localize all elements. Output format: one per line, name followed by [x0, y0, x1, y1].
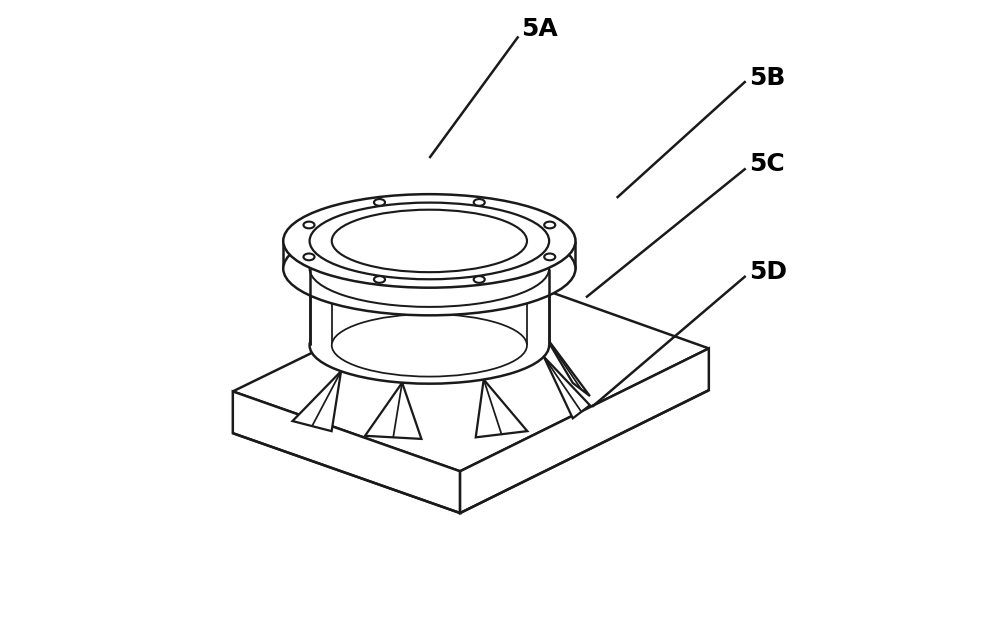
Polygon shape: [283, 241, 575, 268]
Ellipse shape: [310, 230, 549, 307]
Text: 5B: 5B: [749, 66, 785, 90]
Ellipse shape: [310, 202, 549, 280]
Polygon shape: [544, 334, 590, 396]
Polygon shape: [460, 349, 709, 513]
Ellipse shape: [303, 222, 315, 228]
Ellipse shape: [310, 230, 549, 307]
Text: 5D: 5D: [749, 260, 787, 284]
Ellipse shape: [489, 290, 499, 296]
Polygon shape: [293, 371, 341, 431]
Ellipse shape: [335, 288, 345, 294]
Polygon shape: [233, 391, 460, 513]
Ellipse shape: [332, 238, 527, 300]
Ellipse shape: [303, 254, 315, 260]
Ellipse shape: [332, 314, 527, 376]
Ellipse shape: [544, 222, 555, 228]
Ellipse shape: [544, 254, 555, 260]
Text: 5C: 5C: [749, 152, 785, 176]
Polygon shape: [365, 383, 421, 439]
Ellipse shape: [474, 199, 485, 206]
Polygon shape: [310, 268, 549, 346]
Ellipse shape: [283, 194, 575, 288]
Polygon shape: [476, 379, 527, 437]
Ellipse shape: [310, 307, 549, 384]
Ellipse shape: [283, 222, 575, 315]
Ellipse shape: [374, 276, 385, 283]
Text: 5A: 5A: [521, 17, 558, 41]
Ellipse shape: [332, 210, 527, 272]
Polygon shape: [544, 357, 590, 418]
Ellipse shape: [374, 199, 385, 206]
Polygon shape: [233, 268, 709, 471]
Ellipse shape: [407, 292, 417, 299]
Ellipse shape: [474, 276, 485, 283]
Ellipse shape: [533, 283, 543, 289]
